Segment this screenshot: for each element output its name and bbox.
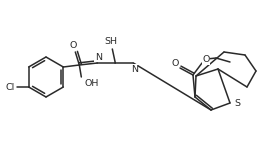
Text: O: O	[202, 55, 210, 65]
Text: N: N	[95, 52, 102, 62]
Text: SH: SH	[105, 38, 118, 46]
Text: O: O	[70, 41, 77, 49]
Text: Cl: Cl	[5, 83, 14, 91]
Text: O: O	[171, 59, 179, 69]
Text: N: N	[131, 65, 138, 73]
Text: S: S	[234, 98, 240, 107]
Text: OH: OH	[84, 79, 99, 87]
